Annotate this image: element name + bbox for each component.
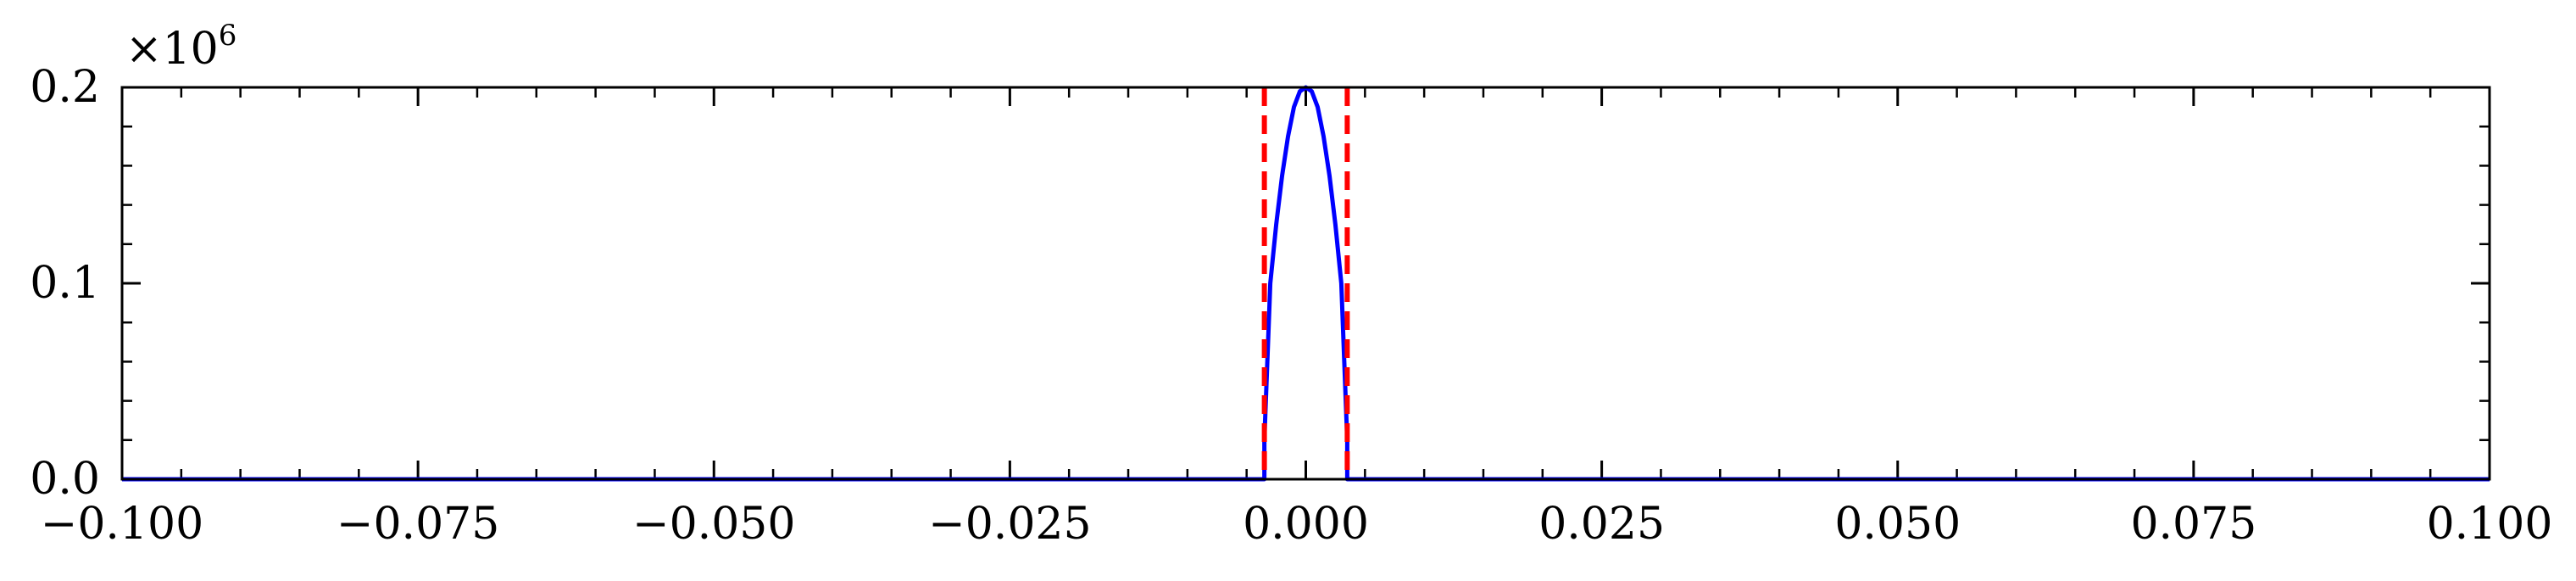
y-tick-label: 0.2 — [30, 62, 100, 113]
plot-frame — [120, 86, 2491, 481]
x-tick-label: 0.050 — [1834, 499, 1961, 550]
x-tick-label: −0.050 — [632, 499, 795, 550]
x-axis-ticks — [120, 87, 2491, 479]
x-tick-label: 0.025 — [1538, 499, 1665, 550]
x-tick-label: 0.000 — [1243, 499, 1369, 550]
y-tick-label: 0.0 — [30, 454, 100, 505]
plot-series — [122, 85, 2490, 482]
y-tick-label: 0.1 — [30, 258, 100, 309]
x-tick-label: −0.075 — [337, 499, 499, 550]
y-axis-ticks — [122, 86, 2490, 481]
series-line-1 — [122, 85, 2490, 482]
x-tick-label: 0.075 — [2130, 499, 2256, 550]
x-tick-label: 0.100 — [2427, 499, 2553, 550]
y-axis-scale-exponent: 6 — [219, 19, 237, 53]
y-axis-scale-label: ×106 — [125, 19, 236, 75]
y-axis-scale-base: ×10 — [125, 24, 219, 75]
x-axis-tick-labels: −0.100 −0.075 −0.050 −0.025 0.000 0.025 0.050 0… — [41, 499, 2553, 550]
x-tick-label: −0.025 — [928, 499, 1091, 550]
x-tick-label: −0.100 — [41, 499, 203, 550]
y-axis-tick-labels: 0.0 0.1 0.2 — [30, 62, 100, 505]
